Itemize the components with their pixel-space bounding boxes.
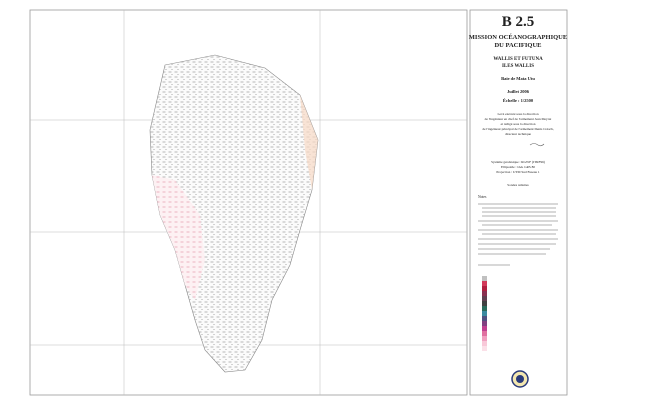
region: ILES WALLIS xyxy=(502,64,534,69)
credit-line: et rédigé sous la direction xyxy=(501,122,536,126)
shore-strip xyxy=(300,95,318,190)
sounding-area-pink xyxy=(152,175,205,300)
credit-line: Levé exécuté sous la direction xyxy=(497,112,538,116)
sheet-number: B 2.5 xyxy=(502,14,535,30)
geodesy-line: Système géodésique : RGWF (ITRF96) xyxy=(491,160,545,164)
credit-line: directeur technique xyxy=(505,132,532,136)
place: Baie de Mata Utu xyxy=(501,76,535,81)
geodesy-line: Projection : UTM Sud Fuseau 1 xyxy=(496,170,540,174)
soundings-note: Sondes réduites xyxy=(507,183,529,187)
credit-line: de l'ingénieur en chef de l'armement Jea… xyxy=(485,117,552,121)
organisation: DU PACIFIQUE xyxy=(494,42,541,49)
date: Juillet 2006 xyxy=(507,89,530,94)
geodesy: Système géodésique : RGWF (ITRF96) Ellip… xyxy=(491,160,545,174)
notes-title: Notes xyxy=(478,195,487,199)
organisation: MISSION OCÉANOGRAPHIQUE xyxy=(469,33,567,41)
depth-colour-legend xyxy=(482,276,487,351)
geodesy-line: Ellipsoïde : IAG GRS 80 xyxy=(501,165,535,169)
scale: Échelle : 1/2500 xyxy=(503,98,534,103)
credit-line: de l'ingénieur principal de l'armement D… xyxy=(482,127,554,132)
locator-map xyxy=(529,143,545,147)
notes-lines xyxy=(478,203,558,266)
emblem xyxy=(511,370,529,388)
region: WALLIS ET FUTUNA xyxy=(493,57,543,62)
survey-credits: Levé exécuté sous la direction de l'ingé… xyxy=(482,112,554,136)
